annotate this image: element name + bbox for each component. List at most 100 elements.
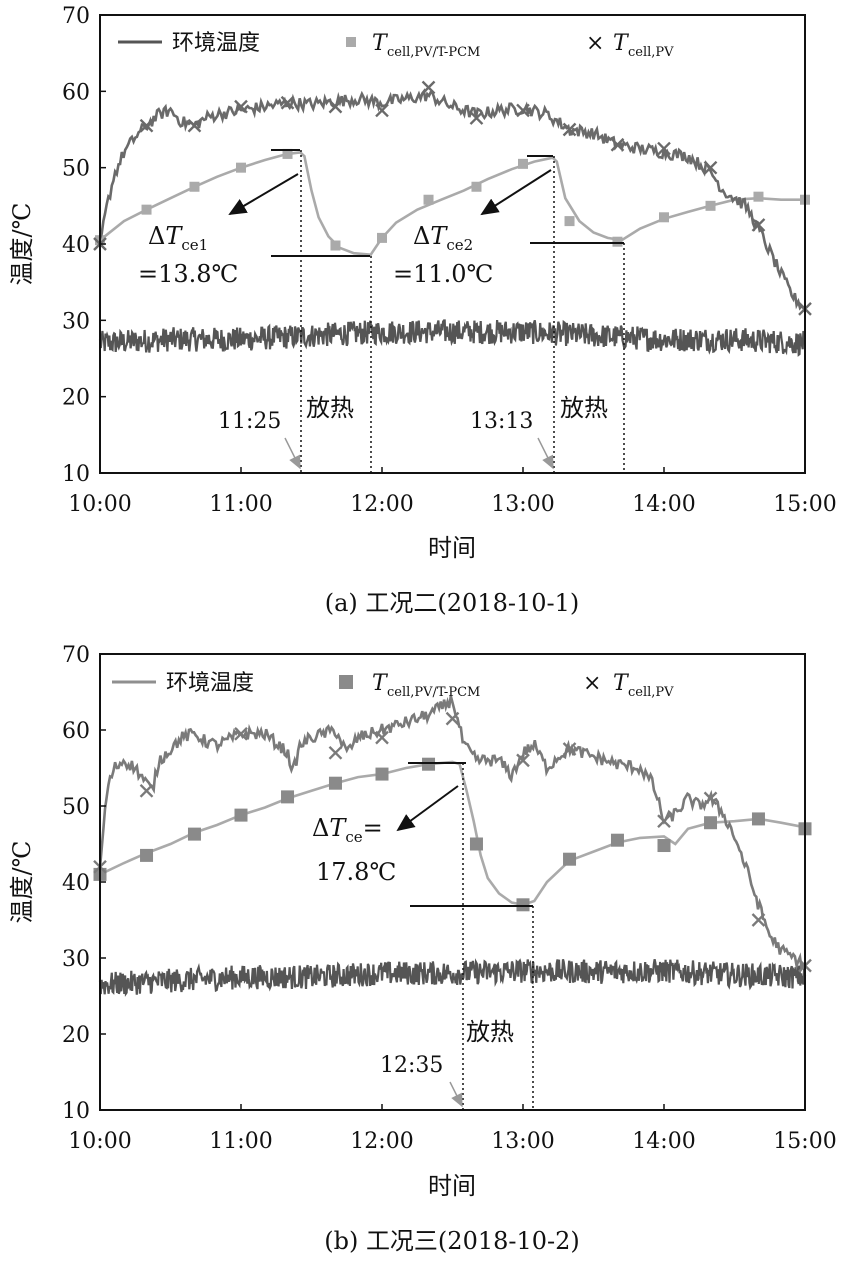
panel-a-delta1-symbol: ΔTce1 [148,222,208,254]
panel-a-pv-marker [751,218,766,232]
panel-a-x-tick-label: 11:00 [209,492,272,517]
panel-b-series-pv [98,695,806,973]
panel-b-pcm-marker [422,757,436,771]
panel-a-pcm-marker [612,236,623,247]
panel-b-y-tick-label: 70 [62,643,90,668]
panel-b-y-tick-label: 30 [62,947,90,972]
panel-a-pv-marker [562,122,577,137]
panel-a-x-axis-label: 时间 [428,534,476,562]
panel-b-pv-marker [657,814,671,829]
panel-b-pcm-marker [281,790,295,804]
panel-a-series-layer [93,80,812,357]
panel-b-x-tick-label: 15:00 [773,1129,836,1154]
panel-a-pv-marker [139,118,154,133]
panel-b-pcm-marker [610,833,624,847]
panel-a-pv-marker [516,103,530,118]
panel-a-legend-pv-label: T [613,31,630,56]
panel-a-annotation-arrow [480,169,552,216]
panel-b-legend-pcm-marker [339,675,353,689]
panel-a-y-tick-label: 50 [62,157,90,182]
panel-b-pv-marker [751,913,766,927]
panel-a-delta2-symbol: ΔTce2 [413,222,473,254]
panel-b-pv-marker [234,726,248,741]
panel-a-time-pointer [284,437,301,470]
panel-b-pcm-marker [140,848,154,862]
panel-a-y-tick-label: 30 [62,309,90,334]
panel-a-y-tick-label: 10 [62,462,90,487]
panel-b-annotation-arrow [396,785,459,832]
panel-a-pv-marker [469,111,484,125]
panel-a-caption: (a) 工况二(2018-10-1) [325,589,580,617]
panel-a-series-ambient [98,319,807,357]
panel-b-x-axis-label: 时间 [428,1172,476,1200]
panel-a-pv-marker [328,99,343,114]
panel-a-y-tick-label: 40 [62,233,90,258]
panel-a-annotations: ΔTce1 =13.8℃ ΔTce2 =11.0℃ 放热 放热 11:25 13… [138,149,625,473]
panel-b-pcm-marker [563,852,577,866]
panel-b-series-pcm [99,760,806,907]
panel-a-legend-pv-marker: × [586,31,604,56]
panel-a-legend-pcm-label: T [372,31,389,56]
panel-a-x-tick-label: 10:00 [68,492,131,517]
panel-a-pcm-marker [564,216,575,227]
panel-a-pcm-marker [705,200,716,211]
panel-b-legend-pcm-sub: cell,PV/T-PCM [387,685,480,700]
panel-a-y-axis-label: 温度/℃ [8,203,36,286]
panel-b-legend-pcm-label: T [372,671,389,696]
panel-b-x-tick-label: 10:00 [68,1129,131,1154]
panel-a-series-pv [98,88,807,312]
panel-a-legend-pv-sub: cell,PV [628,45,674,60]
panel-a-pcm-marker [753,191,764,202]
panel-b-pcm-marker [751,812,765,826]
panel-b-legend-ambient-label: 环境温度 [166,671,254,696]
panel-b-pcm-marker [469,837,483,851]
panel-a-time-pointer [537,437,554,470]
panel-b-delta-value: 17.8℃ [316,858,396,886]
panel-b-time-pointer [449,1081,463,1108]
panel-a-ticks-layer: 10 20 30 40 50 60 70 10:00 11:00 12:00 13:00 14:00 1… [62,4,837,517]
panel-b-ticks-layer: 10 20 30 40 50 60 70 10:00 11:00 12:00 13:00 14:00 1… [62,643,837,1154]
panel-b-pv-marker [703,791,718,806]
panel-b-pv-marker [562,742,577,756]
panel-a-pv-marker [421,80,436,95]
panel-a-pcm-marker [236,162,246,173]
panel-a-pv-marker [610,137,625,152]
panel-a-pcm-marker [189,181,200,192]
panel-b-delta-symbol: ΔTce= [312,814,383,846]
panel-b-x-tick-label: 11:00 [209,1129,272,1154]
panel-a-pcm-marker [423,194,434,205]
panel-b-pv-marker [139,783,154,798]
panel-a-x-tick-label: 15:00 [773,492,836,517]
panel-a-pv-marker [657,141,671,156]
panel-a-pv-marker [375,103,389,118]
panel-b-pcm-marker [516,898,530,912]
panel-a-pcm-marker [518,158,528,169]
panel-a-pcm-marker [377,232,387,243]
panel-a-x-tick-label: 12:00 [350,492,413,517]
panel-a-legend-ambient-label: 环境温度 [172,31,260,56]
panel-b-series-ambient [98,958,807,997]
panel-b-pv-marker [328,745,343,760]
panel-b-pcm-marker [657,839,671,853]
panel-a-x-tick-label: 14:00 [632,492,695,517]
panel-a-delta2-value: =11.0℃ [393,260,493,288]
panel-b-legend-pv-marker: × [583,671,601,696]
panel-a-pcm-marker [282,148,293,159]
panel-b-x-tick-label: 14:00 [632,1129,695,1154]
panel-a-legend-pcm-marker [346,37,356,47]
panel-b-legend-pv-sub: cell,PV [628,685,674,700]
panel-a-legend: 环境温度 T cell,PV/T-PCM × T cell,PV [118,31,674,60]
panel-b-pv-marker [445,711,460,726]
panel-a-pv-marker [187,118,202,133]
panel-a-y-tick-label: 20 [62,386,90,411]
panel-a-pcm-marker [659,212,669,223]
panel-b-pcm-marker [375,767,389,781]
panel-a-chart: 10 20 30 40 50 60 70 10:00 11:00 12:00 13:00 14:00 1… [8,4,837,617]
panel-b-x-tick-label: 13:00 [491,1129,554,1154]
panel-a-annotation-arrow [228,173,299,216]
panel-b-y-axis-label: 温度/℃ [8,841,36,924]
panel-b-legend: 环境温度 T cell,PV/T-PCM × T cell,PV [112,671,674,700]
panel-b-y-tick-label: 40 [62,871,90,896]
panel-a-time-label-2: 13:13 [470,409,533,434]
